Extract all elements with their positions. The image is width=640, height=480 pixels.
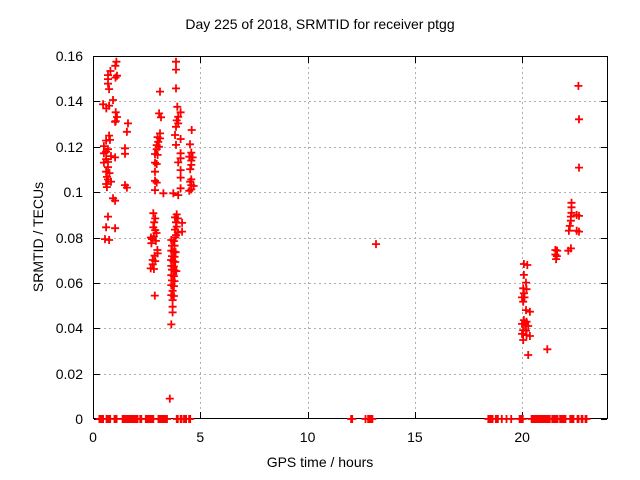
x-tick-label: 0 (89, 429, 97, 445)
x-tick-label: 15 (407, 429, 423, 445)
chart-title: Day 225 of 2018, SRMTID for receiver ptg… (185, 16, 455, 32)
y-tick-label: 0.06 (55, 274, 83, 291)
axis-ticks (93, 56, 607, 420)
y-tick-label: 0.16 (55, 48, 83, 64)
grid-lines (94, 57, 607, 418)
plot-svg (93, 56, 608, 423)
x-axis-label: GPS time / hours (266, 454, 374, 470)
y-tick-label: 0.08 (55, 229, 83, 246)
y-tick-label: 0.1 (63, 184, 83, 201)
x-tick-label: 5 (196, 429, 205, 445)
y-tick-label: 0.02 (55, 365, 83, 382)
plot-area (93, 56, 608, 423)
y-tick-label: 0.04 (55, 320, 83, 337)
scatter-points (95, 57, 591, 423)
x-tick-label: 20 (514, 429, 530, 445)
x-tick-label: 10 (299, 429, 316, 445)
y-tick-label: 0.12 (55, 138, 83, 155)
y-tick-label: 0 (75, 411, 83, 427)
y-tick-label: 0.14 (55, 93, 83, 110)
